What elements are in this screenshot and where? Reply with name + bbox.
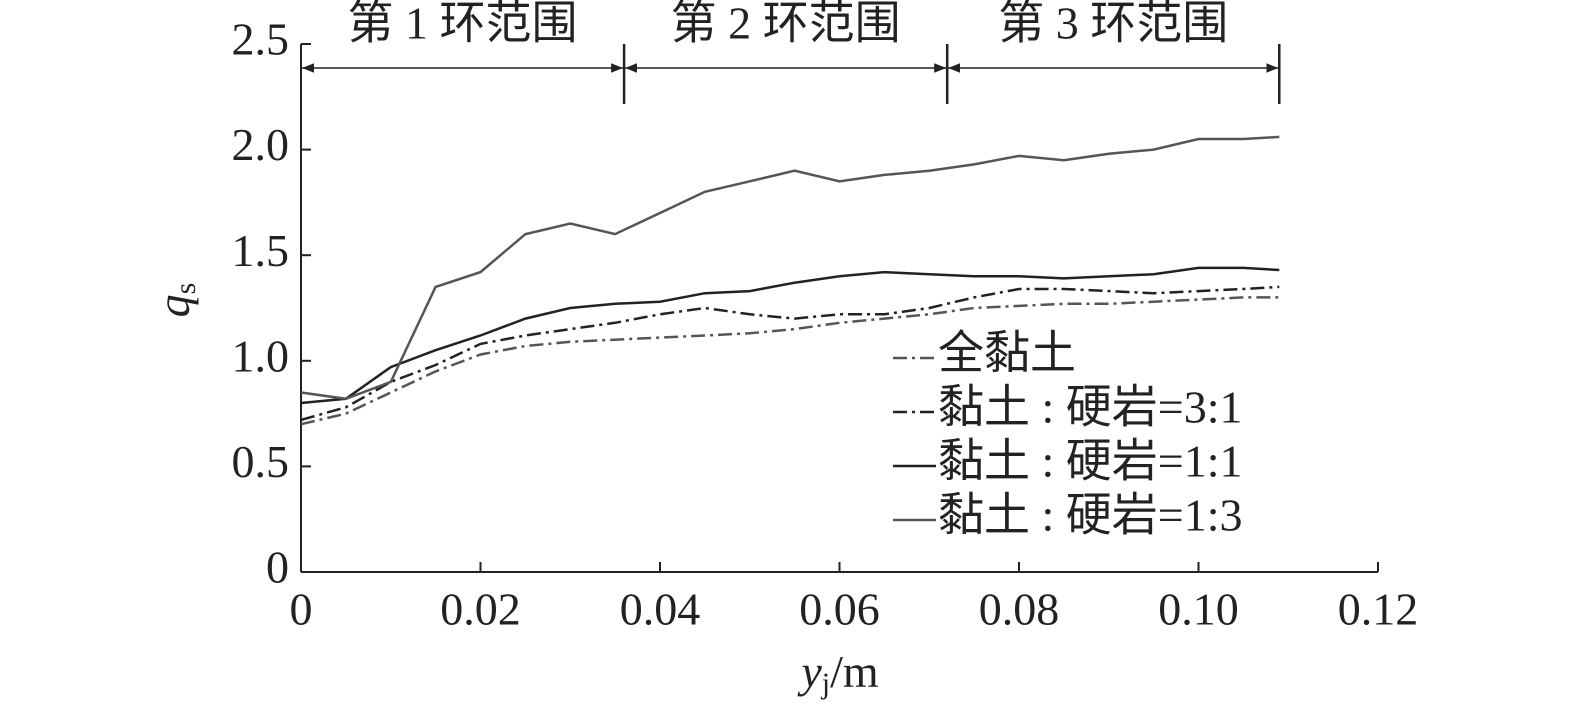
x-tick-label: 0.06 bbox=[799, 584, 880, 635]
x-tick-label: 0.10 bbox=[1158, 584, 1239, 635]
range-label: 第 2 环范围 bbox=[671, 0, 901, 49]
series-line bbox=[300, 135, 1280, 401]
ylabel-label-main: q bbox=[148, 294, 199, 317]
xlabel-label-main: y bbox=[797, 646, 822, 697]
legend-label: 黏土 : 硬岩=1:3 bbox=[938, 490, 1243, 541]
y-tick-label: 2.5 bbox=[232, 14, 290, 65]
series-line bbox=[300, 266, 1280, 405]
x-tick-label: 0 bbox=[290, 584, 313, 635]
xlabel-label-sub: j bbox=[821, 667, 830, 700]
xlabel-label-suffix: /m bbox=[830, 646, 879, 697]
x-tick-label: 0.04 bbox=[620, 584, 701, 635]
x-tick-label: 0.12 bbox=[1338, 584, 1419, 635]
y-tick-label: 1.5 bbox=[232, 225, 290, 276]
range-label: 第 1 环范围 bbox=[348, 0, 578, 49]
range-label: 第 3 环范围 bbox=[998, 0, 1228, 49]
legend-label: 黏土 : 硬岩=3:1 bbox=[938, 382, 1243, 433]
y-tick-label: 0.5 bbox=[232, 436, 290, 487]
y-tick-label: 1.0 bbox=[232, 330, 290, 381]
series-line bbox=[300, 296, 1280, 426]
ylabel-label-sub: s bbox=[169, 283, 202, 295]
y-tick-label: 2.0 bbox=[232, 119, 290, 170]
legend-label: 黏土 : 硬岩=1:1 bbox=[938, 436, 1243, 487]
series-line bbox=[300, 285, 1280, 422]
xlabel-label: yj/m bbox=[797, 646, 879, 700]
ylabel-label: qs bbox=[148, 283, 202, 318]
x-tick-label: 0.02 bbox=[440, 584, 521, 635]
x-tick-label: 0.08 bbox=[979, 584, 1060, 635]
y-tick-label: 0 bbox=[266, 542, 289, 593]
legend-label: 全黏土 bbox=[938, 328, 1076, 379]
